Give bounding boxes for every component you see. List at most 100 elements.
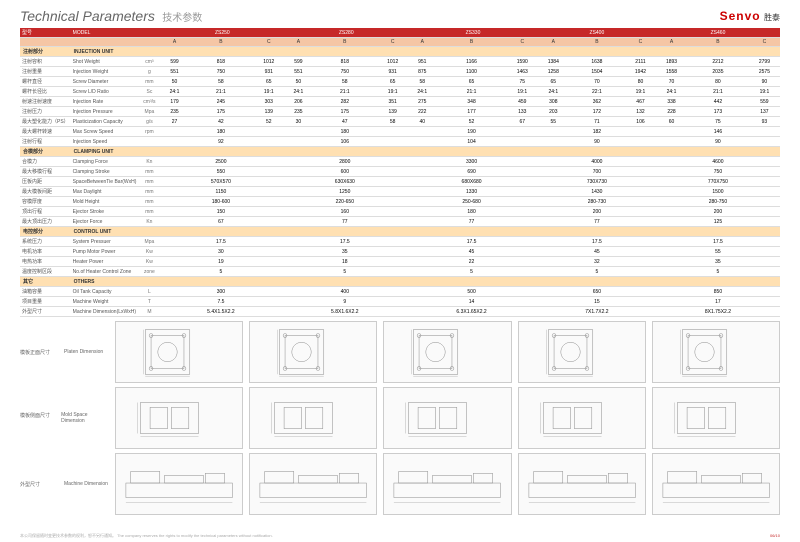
- cell: 570X570: [189, 177, 254, 187]
- cell: [656, 127, 687, 137]
- cell: [377, 127, 408, 137]
- row-label-en: Injection Speed: [71, 137, 139, 147]
- row-label-en: SpaceBetweenTie Bar(WxH): [71, 177, 139, 187]
- cell: 650: [569, 287, 625, 297]
- unit: Mpa: [138, 237, 160, 247]
- cell: 175: [189, 107, 254, 117]
- cell: 8X1.75X2.2: [687, 307, 749, 317]
- cell: 282: [312, 97, 377, 107]
- cell: 21:1: [436, 87, 506, 97]
- cell: 180: [312, 127, 377, 137]
- cell: 338: [656, 97, 687, 107]
- logo-en: Senvo: [720, 9, 761, 23]
- cell: [284, 137, 312, 147]
- cell: 106: [312, 137, 377, 147]
- diagram-row: 模板侧面尺寸Mold Space Dimension: [20, 387, 780, 449]
- cell: 52: [253, 117, 284, 127]
- cell: [284, 257, 312, 267]
- cell: 32: [569, 257, 625, 267]
- cell: 30: [284, 117, 312, 127]
- cell: 177: [436, 107, 506, 117]
- unit: cm³/s: [138, 97, 160, 107]
- cell: 58: [312, 77, 377, 87]
- row-label-cn: 最大模板间距: [20, 187, 71, 197]
- row-label-en: Machine Dimension(LxWxH): [71, 307, 139, 317]
- cell: [507, 157, 538, 167]
- cell: 5: [687, 267, 749, 277]
- cell: 180: [436, 207, 506, 217]
- table-row: 压板内距SpaceBetweenTie Bar(WxH)mm570X570630…: [20, 177, 780, 187]
- cell: 77: [569, 217, 625, 227]
- unit: Kn: [138, 217, 160, 227]
- cell: [160, 297, 188, 307]
- cell: 5: [436, 267, 506, 277]
- cell: 630X630: [312, 177, 377, 187]
- row-label-en: Heater Power: [71, 257, 139, 267]
- row-label-en: Oil Tank Capacity: [71, 287, 139, 297]
- cell: 160: [312, 207, 377, 217]
- cell: [253, 137, 284, 147]
- cell: 400: [312, 287, 377, 297]
- cell: [160, 267, 188, 277]
- subcol: C: [749, 38, 780, 47]
- row-label-en: No.of Heater Control Zone: [71, 267, 139, 277]
- unit: T: [138, 297, 160, 307]
- cell: [625, 157, 656, 167]
- cell: [507, 267, 538, 277]
- cell: [625, 237, 656, 247]
- table-row: 螺杆直径Screw Diametermm50586550586558657565…: [20, 77, 780, 87]
- unit: mm: [138, 177, 160, 187]
- cell: 71: [569, 117, 625, 127]
- cell: [656, 187, 687, 197]
- cell: 35: [312, 247, 377, 257]
- cell: [377, 267, 408, 277]
- cell: [377, 157, 408, 167]
- cell: 550: [189, 167, 254, 177]
- cell: [538, 287, 569, 297]
- cell: [160, 157, 188, 167]
- cell: 1638: [569, 57, 625, 67]
- cell: [749, 127, 780, 137]
- cell: 21:1: [312, 87, 377, 97]
- row-label-en: Screw Diameter: [71, 77, 139, 87]
- cell: [253, 287, 284, 297]
- cell: 19:1: [749, 87, 780, 97]
- cell: [749, 307, 780, 317]
- cell: 1330: [436, 187, 506, 197]
- cell: [408, 257, 436, 267]
- cell: 90: [749, 77, 780, 87]
- row-label-cn: 项目重量: [20, 297, 71, 307]
- row-label-en: Ejector Stroke: [71, 207, 139, 217]
- unit: mm: [138, 197, 160, 207]
- cell: 139: [377, 107, 408, 117]
- cell: 818: [312, 57, 377, 67]
- cell: [507, 187, 538, 197]
- cell: 308: [538, 97, 569, 107]
- cell: [253, 187, 284, 197]
- cell: [253, 307, 284, 317]
- subcol: B: [687, 38, 749, 47]
- row-label-cn: 注射压力: [20, 107, 71, 117]
- cell: [749, 267, 780, 277]
- cell: 228: [656, 107, 687, 117]
- cell: 235: [160, 107, 188, 117]
- cell: [625, 257, 656, 267]
- cell: 300: [189, 287, 254, 297]
- cell: [408, 207, 436, 217]
- cell: [408, 297, 436, 307]
- section-row: 合模部分CLAMPING UNIT: [20, 147, 780, 157]
- page-number: 06/10: [770, 533, 780, 539]
- cell: [656, 167, 687, 177]
- row-label-cn: 最大顶出压力: [20, 217, 71, 227]
- model-col: ZS460: [656, 28, 780, 38]
- cell: [408, 137, 436, 147]
- row-label-en: Injection Pressure: [71, 107, 139, 117]
- cell: [749, 167, 780, 177]
- table-row: 最大顶出压力Ejector ForceKn67777777125: [20, 217, 780, 227]
- cell: [625, 137, 656, 147]
- cell: [408, 157, 436, 167]
- cell: [160, 287, 188, 297]
- cell: [538, 297, 569, 307]
- cell: 1150: [189, 187, 254, 197]
- cell: [749, 207, 780, 217]
